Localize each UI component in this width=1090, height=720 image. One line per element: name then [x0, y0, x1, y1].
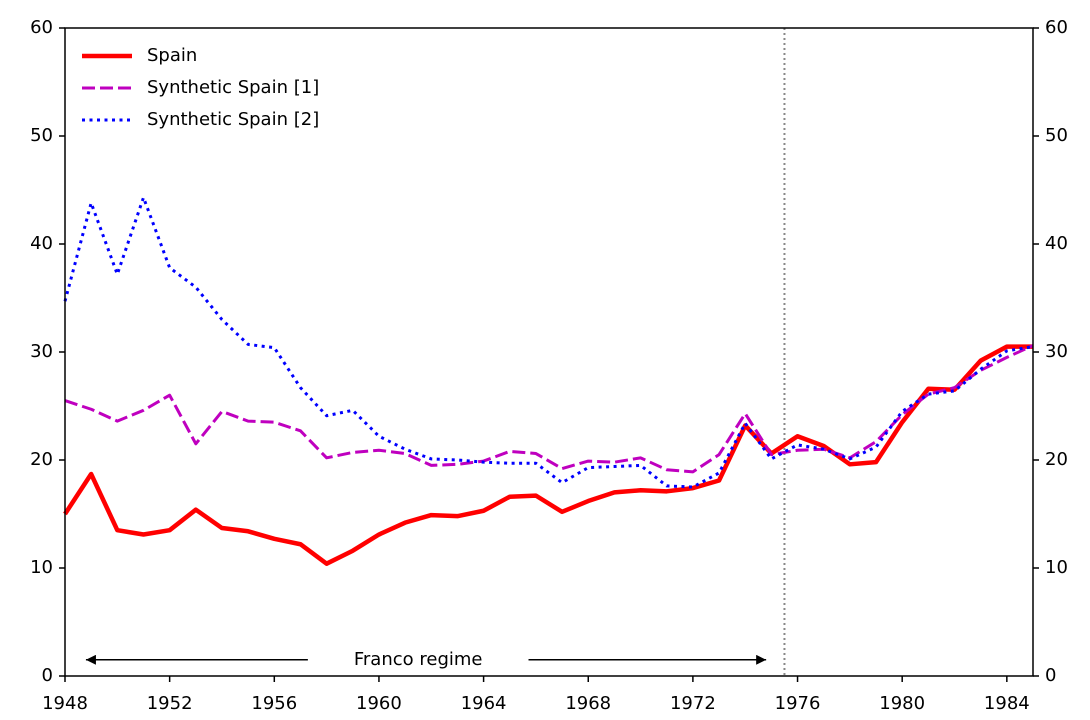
x-tick-label: 1960 — [356, 693, 402, 714]
y2-tick-label: 30 — [1045, 341, 1068, 362]
x-tick-label: 1952 — [147, 693, 193, 714]
y-tick-label: 0 — [42, 665, 53, 686]
y2-tick-label: 10 — [1045, 557, 1068, 578]
y2-tick-label: 50 — [1045, 125, 1068, 146]
x-tick-label: 1956 — [251, 693, 297, 714]
series-line — [63, 344, 1033, 566]
y2-tick-label: 20 — [1045, 449, 1068, 470]
x-tick-label: 1968 — [565, 693, 611, 714]
x-tick-label: 1964 — [461, 693, 507, 714]
annotation-text: Franco regime — [354, 649, 483, 670]
series-line — [63, 196, 1034, 489]
legend-label: Synthetic Spain [1] — [147, 77, 319, 98]
y-tick-label: 10 — [30, 557, 53, 578]
y-tick-label: 30 — [30, 341, 53, 362]
y-tick-label: 50 — [30, 125, 53, 146]
x-tick-label: 1948 — [42, 693, 88, 714]
y2-tick-label: 40 — [1045, 233, 1068, 254]
y-tick-label: 40 — [30, 233, 53, 254]
y2-tick-label: 60 — [1045, 17, 1068, 38]
x-tick-label: 1980 — [879, 693, 925, 714]
y-tick-label: 20 — [30, 449, 53, 470]
x-tick-label: 1972 — [670, 693, 716, 714]
y-tick-label: 60 — [30, 17, 53, 38]
series-line — [64, 344, 1034, 474]
y2-tick-label: 0 — [1045, 665, 1056, 686]
legend-label: Synthetic Spain [2] — [147, 109, 319, 130]
x-tick-label: 1976 — [775, 693, 821, 714]
x-tick-label: 1984 — [984, 693, 1030, 714]
legend-label: Spain — [147, 45, 197, 66]
